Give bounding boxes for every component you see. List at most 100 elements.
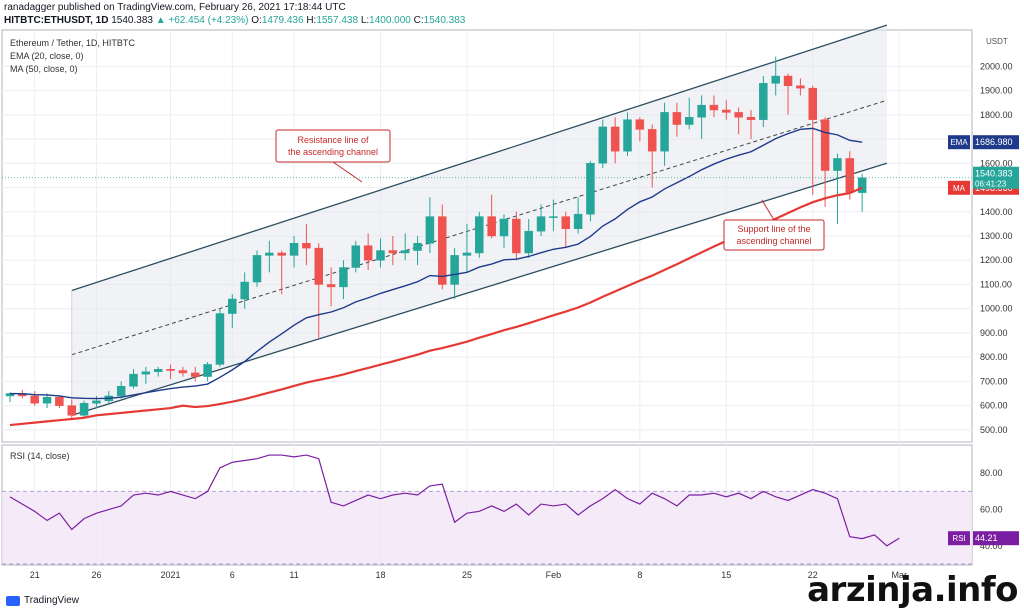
candle-body <box>709 104 719 111</box>
candle-body <box>820 119 830 171</box>
ema-label-tag-text: EMA <box>950 138 968 147</box>
last-price-tag-bg <box>973 166 1019 189</box>
annotation-text: Support line of the <box>737 224 810 234</box>
candle-body <box>536 216 546 232</box>
candle-body <box>141 371 151 375</box>
ema-line <box>9 127 863 400</box>
open-value: 1479.436 <box>261 15 304 26</box>
candle-body <box>215 313 225 365</box>
watermark: arzinja.info <box>807 570 1018 610</box>
candle-body <box>388 250 398 254</box>
price-tick-label: 1900.00 <box>980 86 1013 96</box>
candle-body <box>845 158 855 193</box>
ema-label-value-bg <box>973 135 1019 150</box>
rsi-line <box>9 454 900 547</box>
price-timer-text: 06:41:23 <box>975 180 1007 189</box>
ma-label-tag-text: MA <box>953 184 966 193</box>
annotation-pointer <box>332 161 363 183</box>
open-label: O: <box>251 15 262 26</box>
ma-legend: MA (50, close, 0) <box>10 64 78 74</box>
candle-body <box>42 396 52 404</box>
candle-body <box>326 284 336 288</box>
annotation-pointer <box>761 199 775 221</box>
ma-line <box>9 186 863 427</box>
candle-body <box>302 243 311 249</box>
candle-body <box>647 129 657 152</box>
ohlc-line: HITBTC:ETHUSDT, 1D 1540.383 ▲ +62.454 (+… <box>4 15 465 26</box>
close-value: 1540.383 <box>423 15 466 26</box>
last-price-tag-text: 1540.383 <box>975 169 1013 179</box>
price-tick-label: 800.00 <box>980 352 1008 362</box>
rsi-tick-label: 60.00 <box>980 505 1003 515</box>
candle-body <box>462 252 472 256</box>
candle-body <box>376 250 385 261</box>
rsi-label-tag-text: RSI <box>952 534 965 543</box>
close-label: C: <box>413 15 424 26</box>
candle-body <box>734 112 743 118</box>
time-tick-label: 2021 <box>161 570 181 580</box>
symbol: HITBTC:ETHUSDT, 1D <box>4 15 109 26</box>
candle-body <box>573 213 583 229</box>
candle-body <box>129 373 138 387</box>
candle-body <box>759 83 768 120</box>
high-value: 1557.438 <box>316 15 359 26</box>
time-tick-label: Feb <box>546 570 562 580</box>
price-tick-label: 1300.00 <box>980 231 1013 241</box>
rsi-label-value-bg <box>973 531 1019 546</box>
candle-body <box>512 218 521 254</box>
candle-body <box>116 386 126 397</box>
candle-body <box>79 402 89 416</box>
time-tick-label: 21 <box>30 570 40 580</box>
candle-body <box>722 109 731 113</box>
candle-body <box>191 372 200 377</box>
price-tick-label: 1400.00 <box>980 207 1013 217</box>
rsi-tick-label: 40.00 <box>980 541 1003 551</box>
candle-body <box>783 75 793 86</box>
chart-title: Ethereum / Tether, 1D, HITBTC <box>10 38 135 48</box>
time-tick-label: 22 <box>808 570 818 580</box>
candle-body <box>499 218 509 237</box>
candle-body <box>475 216 484 254</box>
annotation-text: Resistance line of <box>297 135 369 145</box>
price-tick-label: 900.00 <box>980 328 1008 338</box>
low-value: 1400.000 <box>369 15 411 26</box>
candle-body <box>610 126 620 152</box>
ema-label-value-text: 1686.980 <box>975 137 1013 147</box>
candle-body <box>314 247 323 285</box>
annotation-text: the ascending channel <box>288 147 378 157</box>
time-tick-label: 11 <box>289 570 298 580</box>
price-tick-label: 1600.00 <box>980 158 1013 168</box>
tradingview-logo[interactable]: TradingView <box>6 595 79 606</box>
price-tick-label: 1200.00 <box>980 255 1013 265</box>
candle-body <box>178 370 188 374</box>
candle-body <box>635 119 645 130</box>
candle-body <box>697 104 706 118</box>
tradingview-text: TradingView <box>24 595 80 606</box>
ema-legend: EMA (20, close, 0) <box>10 51 84 61</box>
candle-body <box>339 267 348 288</box>
candle-body <box>67 405 76 416</box>
rsi-legend: RSI (14, close) <box>10 451 70 461</box>
ma-label-tag-bg <box>948 180 970 195</box>
candle-body <box>92 400 101 404</box>
last-price: 1540.383 <box>111 15 153 26</box>
candle-body <box>265 252 274 256</box>
rsi-label: RSI 44.21 <box>948 531 1019 546</box>
candle-body <box>450 255 459 285</box>
time-tick-label: Mar <box>891 570 907 580</box>
price-tick-label: 1800.00 <box>980 110 1013 120</box>
candle-body <box>240 281 249 300</box>
rsi-band <box>2 491 972 564</box>
price-tick-label: 600.00 <box>980 401 1008 411</box>
candle-body <box>30 395 39 404</box>
channel-midline <box>71 99 887 356</box>
candle-body <box>363 245 373 261</box>
candle-body <box>660 112 669 152</box>
time-tick-label: 15 <box>721 570 731 580</box>
time-tick-label: 25 <box>462 570 472 580</box>
high-label: H: <box>306 15 317 26</box>
candle-body <box>425 216 435 244</box>
price-tick-label: 1000.00 <box>980 304 1013 314</box>
candle-body <box>586 163 595 215</box>
